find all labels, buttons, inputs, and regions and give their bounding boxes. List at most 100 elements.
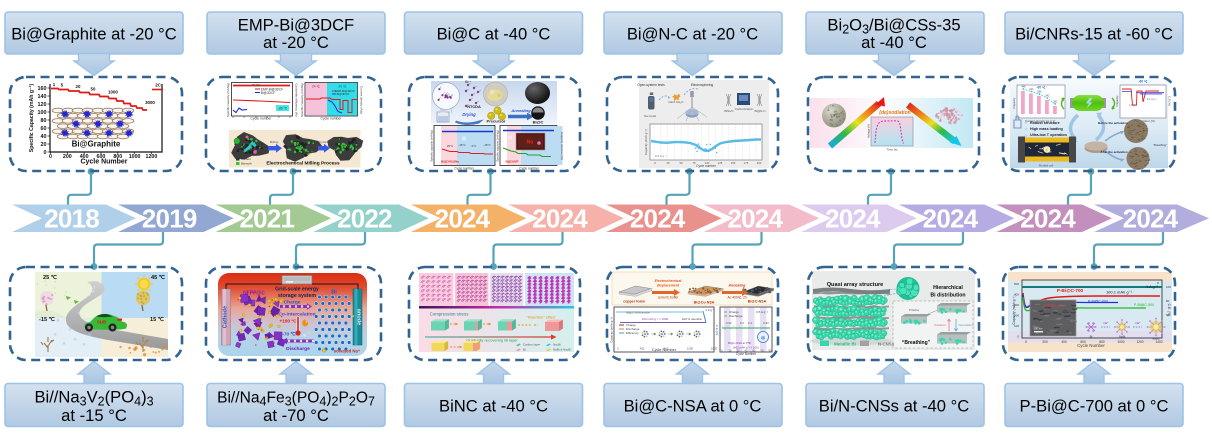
svg-text:Time (s): Time (s) [887,148,898,152]
svg-text:Bi//Na4Fe3(PO4)2P2O7: Bi//Na4Fe3(PO4)2P2O7 [217,390,375,409]
svg-text:❄: ❄ [507,134,513,142]
svg-text:Discharge: Discharge [729,314,743,318]
svg-text:Cathode: Cathode [223,306,229,328]
svg-text:0.4: 0.4 [748,321,752,325]
svg-text:600: 600 [1080,340,1086,344]
svg-text:solvated Na⁺: solvated Na⁺ [334,349,360,354]
svg-text:Bi@3DCF: Bi@3DCF [261,91,275,95]
svg-text:C.E. (%): C.E. (%) [1167,304,1171,317]
svg-text:60: 60 [753,349,756,353]
svg-text:2C: 2C [155,83,161,88]
svg-text:0.1 A g⁻¹: 0.1 A g⁻¹ [1147,97,1157,101]
svg-text:Bi@Cu-NSA: Bi@Cu-NSA [694,301,715,305]
svg-text:385: 385 [1037,90,1042,94]
svg-text:anode: anode [356,309,362,325]
svg-text:Discharge: Discharge [286,346,310,352]
svg-text:Bismuth: Bismuth [241,162,252,166]
svg-text:☆: ☆ [1024,127,1029,132]
svg-text:Bi@C-NSA at 0 °C: Bi@C-NSA at 0 °C [624,397,762,416]
svg-text:0: 0 [44,150,47,156]
svg-text:Flexible cell: Flexible cell [1039,164,1054,168]
svg-text:Bi@N-C: Bi@N-C [754,109,766,113]
svg-text:175: 175 [744,161,749,165]
svg-text:Pristine: Pristine [909,308,919,312]
svg-text:Na metal: Na metal [644,114,656,118]
svg-text:1 A g⁻¹: 1 A g⁻¹ [705,308,714,312]
svg-text:❄: ❄ [308,331,311,335]
svg-text:P-Bi@C-700 at 0 °C: P-Bi@C-700 at 0 °C [1020,397,1169,416]
svg-text:200: 200 [63,154,72,160]
svg-text:2024: 2024 [825,204,881,234]
svg-text:Specific capacity (mAh/g): Specific capacity (mAh/g) [430,130,434,162]
svg-text:at -70 °C: at -70 °C [263,406,329,425]
svg-text:at -15 °C: at -15 °C [61,406,127,425]
svg-text:No: No [527,140,534,146]
svg-text:Specific capacity (mAh/g): Specific capacity (mAh/g) [300,83,304,117]
svg-text:❄: ❄ [62,341,66,346]
svg-text:NaCl·6H₂O: NaCl·6H₂O [669,100,685,104]
svg-text:Bi: Bi [331,290,337,296]
svg-text:400: 400 [80,154,89,160]
svg-text:Na₃Bi: Na₃Bi [1152,337,1160,341]
svg-text:400: 400 [640,347,645,351]
svg-text:25: 25 [666,161,670,165]
svg-text:400: 400 [1061,340,1067,344]
svg-text:2024: 2024 [1123,204,1179,234]
svg-text:❄: ❄ [53,332,57,337]
svg-text:Charge: Charge [626,323,636,327]
svg-text:90: 90 [769,349,772,353]
svg-text:160: 160 [38,86,47,92]
svg-text:Capacity: Capacity [1012,97,1016,108]
svg-text:current | buffer: current | buffer [658,296,680,300]
svg-text:C.E.(%): C.E.(%) [715,325,719,336]
svg-text:Bi@3DCF: Bi@3DCF [337,92,350,96]
svg-text:☆: ☆ [1024,120,1029,125]
svg-text:❄: ❄ [88,332,92,337]
svg-text:❄: ❄ [73,337,77,342]
svg-text:-20 °C: -20 °C [278,107,288,111]
svg-text:414: 414 [1029,87,1034,91]
svg-text:at -40 °C: at -40 °C [861,33,927,52]
svg-text:Na₃Bi: Na₃Bi [553,343,561,347]
svg-text:0.5 A g⁻¹: 0.5 A g⁻¹ [756,310,768,314]
svg-text:❄: ❄ [68,327,72,332]
svg-text:80: 80 [41,118,47,124]
svg-text:NFPP@C: NFPP@C [243,291,265,297]
svg-text:500 nm: 500 nm [1034,327,1043,331]
svg-text:Bi-60: Bi-60 [252,83,259,87]
svg-text:1200: 1200 [1136,340,1143,344]
svg-text:Cycle number: Cycle number [321,117,343,121]
svg-text:1 A g⁻¹: 1 A g⁻¹ [1129,103,1137,107]
svg-text:Metallic Bi: Metallic Bi [834,342,856,347]
svg-text:Na⁺: Na⁺ [1135,321,1141,325]
svg-text:281: 281 [1053,100,1058,104]
svg-text:2024: 2024 [727,204,783,234]
svg-text:Co-intercalation: Co-intercalation [278,312,315,318]
svg-text:Quasi array structure: Quasi array structure [827,282,884,288]
svg-text:-60 ℃: -60 ℃ [1138,80,1147,84]
svg-text:Cycling: Cycling [319,140,329,144]
svg-text:24 ℃: 24 ℃ [312,85,320,89]
svg-text:0: 0 [654,161,656,165]
svg-text:Bi2O3/Bi@CSs-35: Bi2O3/Bi@CSs-35 [827,16,960,37]
svg-text:Cycle number (N): Cycle number (N) [1131,119,1155,123]
svg-text:Cycle number: Cycle number [696,164,717,168]
svg-text:-20 ℃: -20 ℃ [337,85,346,89]
svg-text:Charge: Charge [284,300,301,306]
svg-text:1200: 1200 [687,347,694,351]
svg-text:Electrochemical Milling Proces: Electrochemical Milling Process [266,161,340,167]
svg-text:75: 75 [761,349,764,353]
svg-text:0: 0 [255,115,257,119]
svg-text:Specific capacity (mAh/g): Specific capacity (mAh/g) [226,83,230,117]
svg-text:Current density (A/g): Current density (A/g) [360,86,364,114]
svg-text:100.1 mAh g⁻¹: 100.1 mAh g⁻¹ [1106,290,1133,295]
svg-text:Capacity (mAh g⁻¹): Capacity (mAh g⁻¹) [1012,295,1016,324]
svg-text:Milling: Milling [270,140,279,144]
svg-text:Carbon layer: Carbon layer [523,343,540,347]
svg-text:After the activation: After the activation [1100,150,1127,154]
svg-text:Bi: Bi [1090,335,1093,339]
svg-text:40: 40 [41,134,47,140]
svg-text:1200: 1200 [146,154,158,160]
svg-text:Open-system tests: Open-system tests [637,83,665,87]
svg-text:Coulombic efficiency (%): Coulombic efficiency (%) [295,84,299,117]
